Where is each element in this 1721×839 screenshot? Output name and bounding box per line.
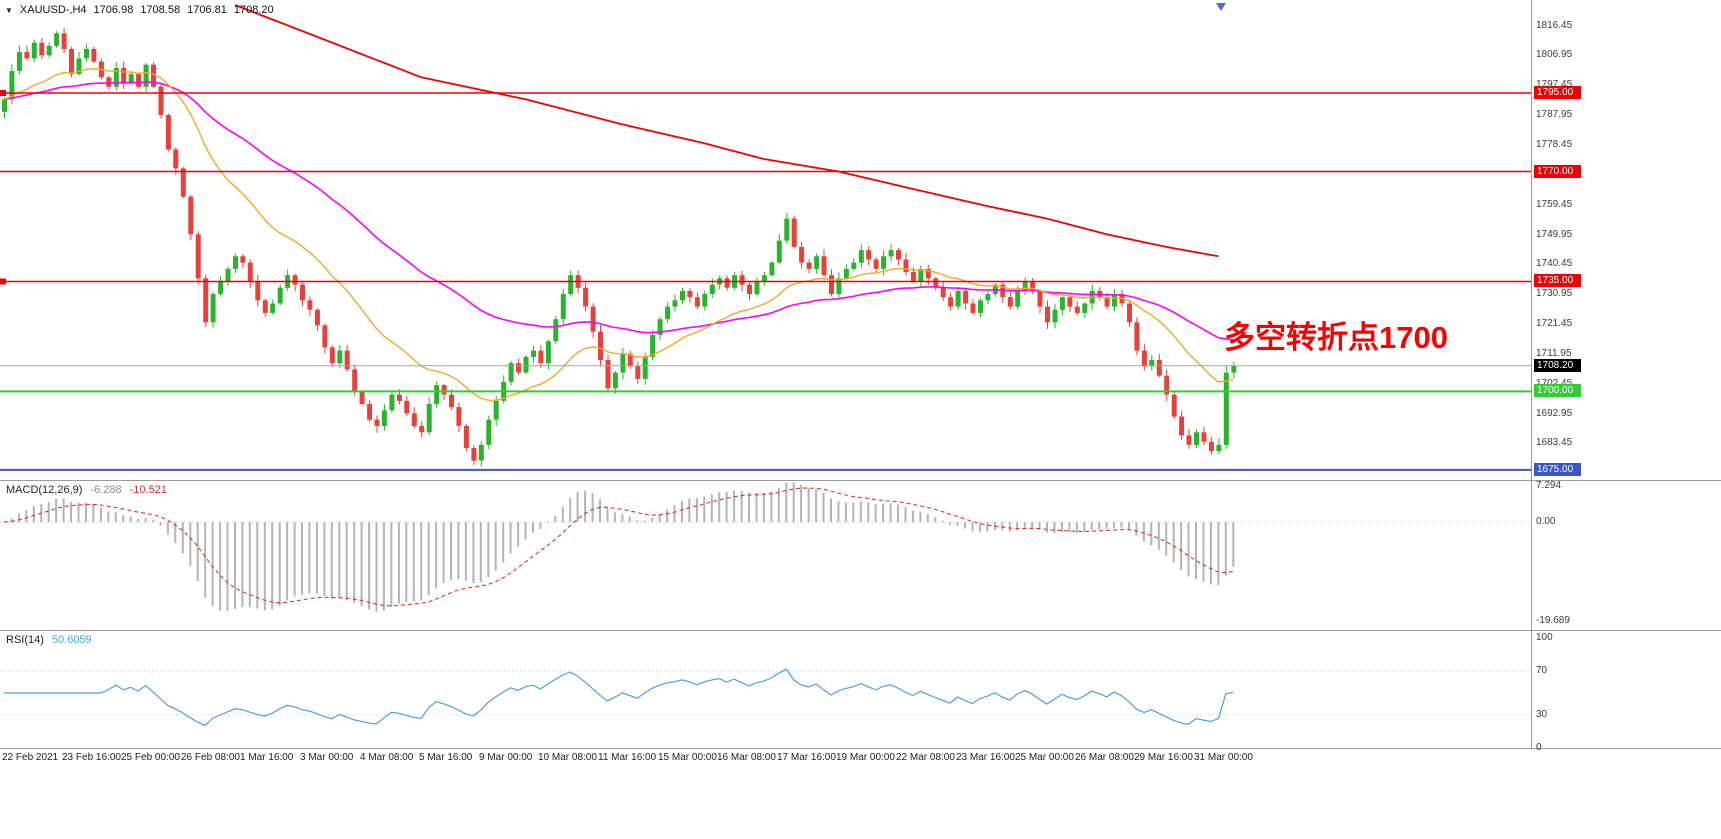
price-chart[interactable] — [0, 0, 1531, 480]
macd-value-main: -6.288 — [90, 484, 122, 496]
ohlc-open: 1706.98 — [93, 4, 134, 16]
macd-axis-label: 7.294 — [1536, 480, 1562, 491]
symbol-title: XAUUSD-,H4 — [19, 4, 87, 16]
price-level-badge: 1795.00 — [1534, 86, 1581, 99]
rsi-value: 50.6059 — [51, 634, 92, 646]
macd-value-signal: -10.521 — [129, 484, 167, 496]
macd-histogram — [3, 482, 1235, 612]
rsi-axis-label: 0 — [1536, 742, 1542, 753]
pane-separator — [0, 748, 1721, 749]
time-axis[interactable]: 22 Feb 2021 23 Feb 16:00 25 Feb 00:00 26 Fe… — [0, 750, 1531, 766]
rsi-name: RSI(14) — [6, 634, 44, 646]
ohlc-close: 1708.20 — [233, 4, 274, 16]
time-axis-label: 3 Mar 00:00 — [300, 752, 354, 763]
candles — [2, 28, 1237, 467]
price-axis[interactable]: 1816.451806.951797.451787.951778.451768.… — [1533, 0, 1719, 770]
time-axis-label: 16 Mar 08:00 — [717, 752, 776, 763]
price-axis-label: 1749.95 — [1536, 229, 1573, 240]
macd-label: MACD(12,26,9) -6.288 -10.521 — [6, 484, 167, 496]
time-axis-label: 11 Mar 16:00 — [598, 752, 657, 763]
time-axis-label: 1 Mar 16:00 — [240, 752, 294, 763]
price-axis-label: 1759.45 — [1536, 199, 1573, 210]
current-price-badge: 1708.20 — [1534, 359, 1581, 372]
symbol-dropdown-icon[interactable]: ▼ — [5, 5, 13, 15]
pane-separator — [0, 630, 1721, 631]
time-axis-label: 4 Mar 08:00 — [360, 752, 414, 763]
price-axis-label: 1778.45 — [1536, 139, 1573, 150]
time-axis-label: 31 Mar 00:00 — [1194, 752, 1253, 763]
price-axis-label: 1787.95 — [1536, 109, 1573, 120]
price-level-badge: 1675.00 — [1534, 463, 1581, 476]
time-axis-label: 25 Feb 00:00 — [121, 752, 180, 763]
price-level-badge: 1700.00 — [1534, 384, 1581, 397]
price-level-badge: 1735.00 — [1534, 274, 1581, 287]
macd-signal-line — [3, 487, 1234, 607]
time-axis-label: 5 Mar 16:00 — [419, 752, 473, 763]
time-axis-label: 29 Mar 16:00 — [1134, 752, 1193, 763]
time-axis-label: 17 Mar 16:00 — [777, 752, 836, 763]
rsi-chart[interactable] — [0, 631, 1531, 749]
rsi-axis-label: 70 — [1536, 665, 1548, 676]
time-axis-label: 22 Mar 08:00 — [896, 752, 955, 763]
rsi-axis-label: 100 — [1536, 632, 1553, 643]
time-axis-label: 26 Feb 08:00 — [181, 752, 240, 763]
price-axis-label: 1740.45 — [1536, 258, 1573, 269]
macd-axis-label: 0.00 — [1536, 516, 1556, 527]
price-axis-label: 1692.95 — [1536, 408, 1573, 419]
symbol-header: ▼ XAUUSD-,H4 1706.98 1708.58 1706.81 170… — [5, 4, 274, 16]
ma-long-line — [234, 4, 1219, 258]
time-axis-label: 25 Mar 00:00 — [1015, 752, 1074, 763]
pane-separator — [0, 480, 1721, 481]
rsi-label: RSI(14) 50.6059 — [6, 634, 92, 646]
time-axis-label: 15 Mar 00:00 — [658, 752, 717, 763]
macd-chart[interactable] — [0, 481, 1531, 630]
time-axis-label: 26 Mar 08:00 — [1075, 752, 1134, 763]
ma-medium-line — [3, 81, 1234, 341]
time-axis-label: 23 Mar 16:00 — [956, 752, 1015, 763]
time-axis-label: 10 Mar 08:00 — [538, 752, 597, 763]
time-axis-label: 19 Mar 00:00 — [836, 752, 895, 763]
time-axis-label: 23 Feb 16:00 — [62, 752, 121, 763]
rsi-axis-label: 30 — [1536, 709, 1548, 720]
annotation-text: 多空转折点1700 — [1224, 320, 1448, 355]
price-axis-label: 1816.45 — [1536, 20, 1573, 31]
rsi-line — [4, 668, 1234, 727]
price-axis-label: 1683.45 — [1536, 437, 1573, 448]
ohlc-high: 1708.58 — [140, 4, 181, 16]
price-axis-label: 1806.95 — [1536, 49, 1573, 60]
price-level-badge: 1770.00 — [1534, 165, 1581, 178]
price-axis-label: 1711.95 — [1536, 348, 1572, 359]
macd-name: MACD(12,26,9) — [6, 484, 83, 496]
ma-fast-line — [3, 67, 1234, 402]
price-axis-label: 1797.45 — [1536, 79, 1573, 90]
price-axis-label: 1721.45 — [1536, 318, 1573, 329]
chart-shift-icon[interactable] — [1216, 3, 1226, 11]
price-axis-label: 1702.45 — [1536, 378, 1572, 389]
price-axis-border — [1531, 0, 1532, 749]
price-axis-label: 1730.95 — [1536, 288, 1573, 299]
time-axis-label: 22 Feb 2021 — [2, 752, 59, 763]
macd-axis-label: -19.689 — [1536, 615, 1570, 626]
ohlc-low: 1706.81 — [187, 4, 227, 16]
time-axis-label: 9 Mar 00:00 — [479, 752, 533, 763]
